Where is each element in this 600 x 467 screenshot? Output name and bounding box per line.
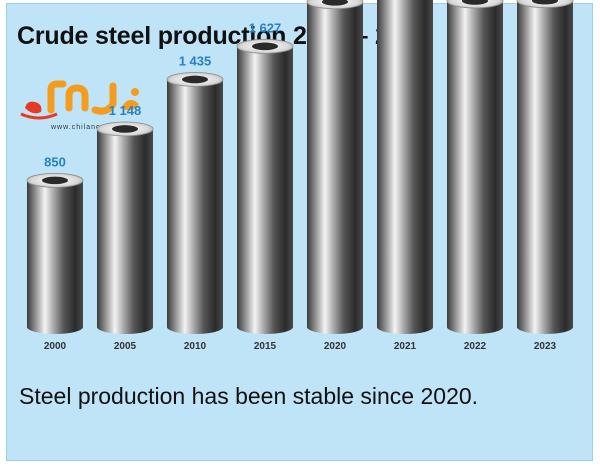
bar-body	[237, 46, 293, 327]
bar-2020	[306, 0, 364, 334]
bar-hole	[112, 125, 138, 133]
bar-bottom	[307, 320, 363, 334]
bar-2005	[96, 121, 154, 334]
bar-hole	[182, 75, 208, 84]
logo-mark-icon	[20, 80, 139, 120]
value-label: 1 435	[179, 53, 212, 68]
year-label: 2022	[464, 341, 487, 352]
brand-logo: www.chilanonline.com	[17, 78, 167, 131]
bar-bottom	[97, 320, 153, 334]
year-label: 2000	[44, 341, 67, 352]
year-label: 2010	[184, 341, 207, 352]
bar-bottom	[237, 320, 293, 334]
bar-2022	[446, 0, 504, 334]
bar-body	[167, 79, 223, 328]
bar-bottom	[377, 320, 433, 334]
bar-2021	[377, 0, 433, 334]
bar-body	[307, 1, 363, 328]
value-label: 1 148	[109, 103, 142, 118]
logo-url-text: www.chilanonline.com	[51, 124, 140, 131]
bar-2015	[236, 38, 294, 334]
chart-caption: Steel production has been stable since 2…	[19, 383, 479, 409]
bar-bottom	[517, 320, 573, 334]
bar-hole	[42, 176, 68, 185]
value-label: 850	[44, 154, 66, 169]
value-label: 1 627	[249, 20, 282, 35]
bar-body	[447, 0, 503, 327]
year-label: 2015	[254, 341, 277, 352]
bar-2023	[516, 0, 574, 334]
bar-body	[517, 0, 573, 327]
bar-2010	[166, 72, 224, 334]
bar-bottom	[167, 320, 223, 334]
year-label: 2005	[114, 341, 137, 352]
year-label: 2021	[394, 341, 417, 352]
bar-bottom	[27, 320, 83, 334]
bar-hole	[252, 42, 278, 51]
bar-hole	[532, 0, 558, 5]
bar-body	[377, 0, 433, 327]
year-label: 2023	[534, 341, 557, 352]
bar-body	[97, 128, 153, 327]
year-label: 2020	[324, 341, 347, 352]
bar-2000	[26, 172, 84, 334]
bar-hole	[462, 0, 488, 5]
bar-bottom	[447, 320, 503, 334]
bar-hole	[322, 0, 348, 6]
bar-body	[27, 180, 83, 327]
